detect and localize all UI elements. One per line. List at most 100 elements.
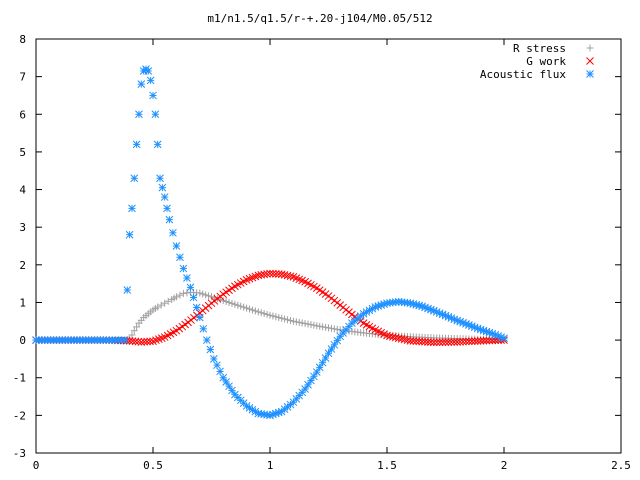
data-point [301,385,309,393]
data-point [240,303,248,311]
data-point [383,331,391,340]
data-point [156,174,164,183]
data-point [130,174,139,183]
data-point [447,338,456,346]
data-point [313,322,321,330]
data-point [222,378,230,386]
data-marks [32,65,508,420]
data-point [263,270,271,278]
data-point [169,228,177,237]
data-point [133,323,141,331]
data-point [394,334,403,343]
data-point [137,338,146,346]
data-point [295,318,303,326]
data-point [482,336,491,345]
data-point [134,337,143,346]
x-tick-label: 0 [33,459,40,472]
data-point [286,317,294,325]
data-point [121,336,129,344]
data-point [205,292,213,300]
data-point [192,303,201,312]
data-point [307,321,315,329]
data-point [488,336,497,345]
y-tick-label: 7 [19,71,26,84]
data-point [321,354,330,362]
data-point [237,302,245,310]
data-point [219,373,228,382]
data-point [450,338,459,346]
data-point [160,193,169,201]
data-point [228,299,236,307]
data-point [424,338,432,346]
data-point [467,337,476,346]
data-point [429,338,438,347]
data-point [132,140,141,149]
data-point [222,298,230,306]
data-point [146,76,155,85]
data-point [453,338,462,346]
data-point [189,293,198,302]
data-point [248,306,256,314]
x-tick-label: 0.5 [143,459,163,472]
data-point [165,215,174,224]
data-point [278,314,286,322]
data-point [219,297,227,305]
data-point [284,316,292,324]
data-point [491,336,500,345]
x-tick-label: 1 [267,459,274,472]
data-point [125,230,134,239]
y-tick-label: -1 [13,372,26,385]
data-point [179,289,187,297]
data-point [157,301,165,309]
data-point [234,301,242,309]
data-point [400,335,409,344]
data-point [330,340,339,349]
data-point [269,312,277,320]
data-point [123,286,132,294]
data-point [151,110,160,119]
data-point [161,299,169,307]
data-point [154,303,162,311]
axis-ticks: 0 0.5 1 1.5 2 2.5 -3 -2 -1 0 1 2 3 4 5 6 7 8 [13,33,631,472]
legend-label: G work [526,55,566,68]
data-point [158,183,167,192]
data-point [459,337,467,346]
data-point [195,313,204,322]
y-tick-label: -3 [13,447,26,460]
data-point [146,337,154,346]
data-point [435,338,444,347]
data-point [283,271,292,280]
data-point [319,323,327,331]
data-point [128,331,136,339]
data-point [176,253,184,262]
y-tick-label: 6 [19,108,26,121]
data-point [199,324,208,333]
data-point [324,349,333,358]
y-tick-label: -2 [13,409,26,422]
data-point [275,314,283,322]
data-point [143,337,152,346]
plot-frame [35,38,622,454]
data-point [333,336,342,345]
data-point [310,321,318,329]
data-point [254,308,262,316]
data-point [202,291,210,299]
y-tick-label: 2 [19,259,26,272]
y-tick-label: 8 [19,33,26,46]
legend-label: Acoustic flux [480,68,566,81]
data-point [412,337,421,346]
data-point [257,309,265,317]
legend-marker [586,57,594,65]
data-point [172,293,180,301]
data-point [183,274,191,282]
data-point [225,382,233,391]
data-point [470,337,479,345]
data-point [333,325,341,333]
data-point [322,323,330,331]
data-point [130,327,138,335]
data-point [289,317,297,325]
data-point [246,305,254,313]
data-point [126,335,134,343]
data-point [418,337,426,346]
data-point [304,380,312,389]
